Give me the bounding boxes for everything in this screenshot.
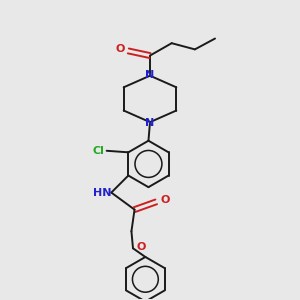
Text: O: O (137, 242, 146, 252)
Text: O: O (160, 195, 170, 205)
Text: N: N (146, 70, 154, 80)
Text: N: N (146, 118, 154, 128)
Text: O: O (116, 44, 125, 54)
Text: Cl: Cl (93, 146, 105, 156)
Text: HN: HN (93, 188, 111, 198)
